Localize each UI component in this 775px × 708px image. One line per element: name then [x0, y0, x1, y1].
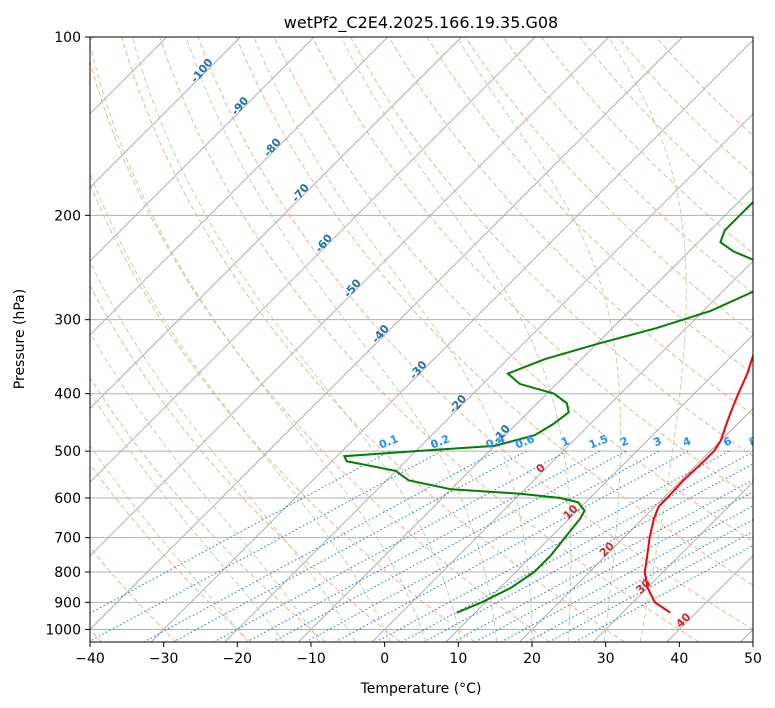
y-tick-label: 600 — [54, 491, 81, 507]
moist-adiabat-line — [608, 37, 687, 642]
dry-adiabat-line — [388, 37, 753, 416]
y-tick-label: 1000 — [45, 622, 81, 638]
mixing-ratio-line — [375, 450, 729, 642]
mixing-ratio-line — [452, 479, 753, 642]
x-tick-label: 50 — [744, 651, 762, 667]
isotherm-line — [519, 407, 753, 642]
temperature-profile — [643, 352, 753, 614]
dry-adiabat-line — [159, 37, 700, 642]
isotherm-line — [90, 37, 241, 189]
mixing-ratio-label: 2 — [618, 434, 630, 449]
isotherm-line — [90, 37, 536, 483]
x-tick-label: −40 — [75, 651, 105, 667]
dry-adiabat-line — [90, 60, 551, 642]
dry-adiabat-line — [90, 376, 327, 642]
mixing-ratio-line — [90, 450, 391, 614]
isotherm-line — [90, 37, 683, 631]
moist-adiabat-line — [456, 37, 622, 642]
mixing-ratio-label: 3 — [651, 434, 663, 449]
mixing-ratio-label: 1 — [559, 434, 571, 449]
isotherm-line — [592, 481, 753, 642]
mixing-ratio-line — [574, 544, 753, 642]
moist-adiabat-line — [90, 331, 320, 642]
mixing-ratio-line — [526, 519, 753, 642]
mixing-ratio-line — [143, 450, 497, 642]
mixing-ratio-line — [305, 450, 660, 642]
y-tick-label: 500 — [54, 444, 81, 460]
y-tick-label: 400 — [54, 387, 81, 403]
y-axis-ticks: 100 200 300 400 500 600 700 800 900 1000 — [45, 30, 90, 638]
x-tick-label: −20 — [223, 651, 253, 667]
dewpoint-profile — [342, 200, 753, 614]
mixing-ratio-line — [401, 451, 753, 642]
mixing-ratio-line — [500, 505, 753, 642]
y-tick-label: 700 — [54, 531, 81, 547]
mixing-ratio-label: 8 — [747, 434, 759, 449]
isotherm-line — [371, 260, 753, 642]
x-tick-label: −10 — [296, 651, 326, 667]
mixing-ratio-line — [475, 491, 753, 642]
dry-adiabat-line — [197, 37, 753, 630]
dry-adiabat-line — [90, 546, 177, 642]
y-tick-label: 300 — [54, 313, 81, 329]
x-tick-label: 10 — [449, 651, 467, 667]
moist-adiabat-line — [185, 37, 498, 642]
x-tick-label: −30 — [149, 651, 179, 667]
dry-adiabat-line — [311, 37, 753, 500]
isotherm-line — [150, 39, 753, 642]
dry-adiabat-line — [121, 37, 625, 642]
plot-frame — [89, 36, 754, 643]
isotherm-line — [90, 37, 610, 557]
y-tick-label: 100 — [54, 30, 81, 46]
plot-area: -100-90-80-70-60-50-40-30-20-10010203040… — [90, 37, 759, 642]
x-tick-label: 40 — [670, 651, 688, 667]
moist-adiabat-line — [90, 41, 427, 642]
mixing-ratio-line — [213, 450, 567, 642]
dry-adiabat-line — [90, 463, 252, 642]
mixing-ratio-line — [423, 463, 753, 642]
x-tick-label: 30 — [597, 651, 615, 667]
moist-adiabat-line — [340, 37, 572, 642]
dry-adiabat-line — [90, 284, 401, 642]
moist-adiabat-line — [90, 260, 356, 642]
dry-adiabat-line — [502, 37, 753, 294]
mixing-ratio-line — [246, 450, 601, 642]
isotherm-line — [445, 334, 753, 642]
x-tick-label: 20 — [523, 651, 541, 667]
dry-adiabat-line — [426, 37, 753, 375]
x-axis-ticks: −40 −30 −20 −10 0 10 20 30 40 50 — [75, 642, 762, 667]
mixing-ratio-line — [90, 450, 442, 642]
isotherm-line — [90, 37, 462, 410]
dry-adiabat-line — [90, 182, 476, 642]
y-tick-label: 900 — [54, 595, 81, 611]
y-tick-label: 200 — [54, 208, 81, 224]
moist-adiabat-line — [90, 171, 391, 642]
dry-adiabat-line — [235, 37, 753, 586]
chart-title: wetPf2_C2E4.2025.166.19.35.G08 — [284, 13, 558, 33]
mixing-ratio-line — [335, 450, 689, 642]
isotherm-line — [224, 113, 753, 642]
y-axis-label: Pressure (hPa) — [12, 289, 28, 389]
isotherm-line — [90, 37, 389, 336]
x-tick-label: 0 — [380, 651, 389, 667]
mixing-ratio-line — [548, 531, 753, 642]
moist-adiabat-line — [131, 37, 462, 642]
isotherm-line — [90, 37, 315, 262]
moist-adiabat-line — [90, 445, 248, 642]
mixing-ratio-line — [272, 450, 626, 642]
x-axis-label: Temperature (°C) — [360, 681, 482, 697]
y-tick-label: 800 — [54, 565, 81, 581]
mixing-ratio-line — [172, 450, 527, 642]
